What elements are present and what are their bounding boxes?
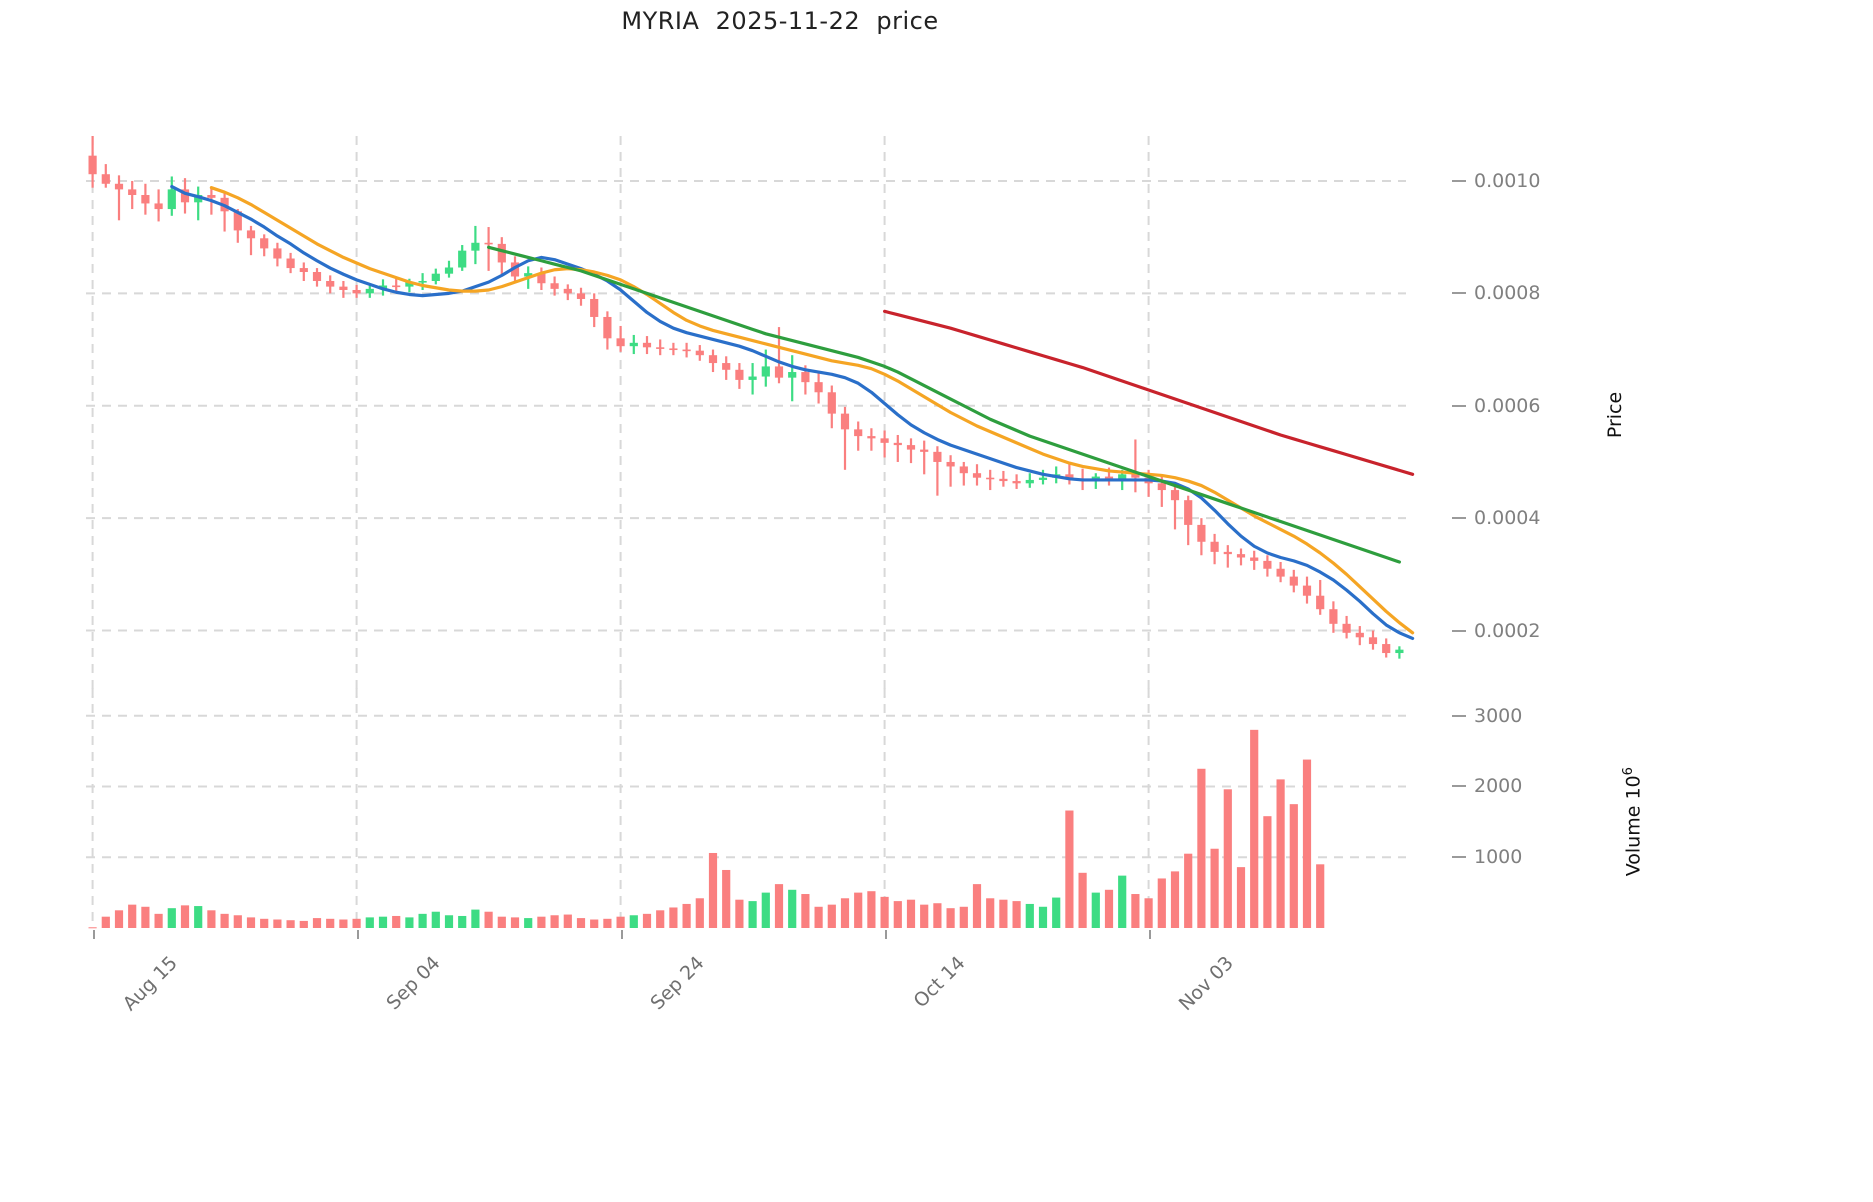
- volume-tick-label: 2000: [1474, 775, 1523, 798]
- volume-tick-label: 3000: [1474, 704, 1523, 727]
- price-tick-label: 0.0006: [1474, 394, 1541, 417]
- x-tick-label: Aug 15: [118, 952, 182, 1016]
- price-plot: [86, 136, 1415, 698]
- volume-tick-label: 1000: [1474, 846, 1523, 869]
- volume-tick-dash: [1452, 785, 1466, 788]
- price-tick-label: 0.0002: [1474, 619, 1541, 642]
- volume-tick-dash: [1452, 856, 1466, 859]
- price-tick-dash: [1452, 517, 1466, 520]
- price-tick-label: 0.0010: [1474, 169, 1541, 192]
- price-tick-dash: [1452, 179, 1466, 182]
- x-tick-mark: [356, 930, 359, 939]
- x-tick-mark: [620, 930, 623, 939]
- volume-plot: [86, 688, 1406, 929]
- price-axis-title: Price: [1604, 391, 1627, 439]
- x-tick-label: Sep 24: [645, 952, 709, 1015]
- volume-axis-exponent: 6: [1620, 767, 1636, 776]
- x-tick-mark: [1148, 930, 1151, 939]
- x-tick-mark: [884, 930, 887, 939]
- x-tick-label: Oct 14: [909, 952, 970, 1013]
- price-tick-dash: [1452, 404, 1466, 407]
- price-panel: [86, 136, 1415, 698]
- x-tick-label: Nov 03: [1174, 952, 1238, 1016]
- volume-panel: [86, 688, 1406, 929]
- volume-axis-title: Volume 106: [1621, 767, 1644, 876]
- price-tick-dash: [1452, 292, 1466, 295]
- volume-axis-title-text: Volume 10: [1622, 775, 1645, 877]
- volume-tick-dash: [1452, 714, 1466, 717]
- price-tick-label: 0.0008: [1474, 282, 1541, 305]
- x-tick-label: Sep 04: [381, 952, 445, 1015]
- price-tick-dash: [1452, 629, 1466, 632]
- x-tick-mark: [92, 930, 95, 939]
- price-tick-label: 0.0004: [1474, 507, 1541, 530]
- chart-title: MYRIA 2025-11-22 price: [621, 7, 939, 35]
